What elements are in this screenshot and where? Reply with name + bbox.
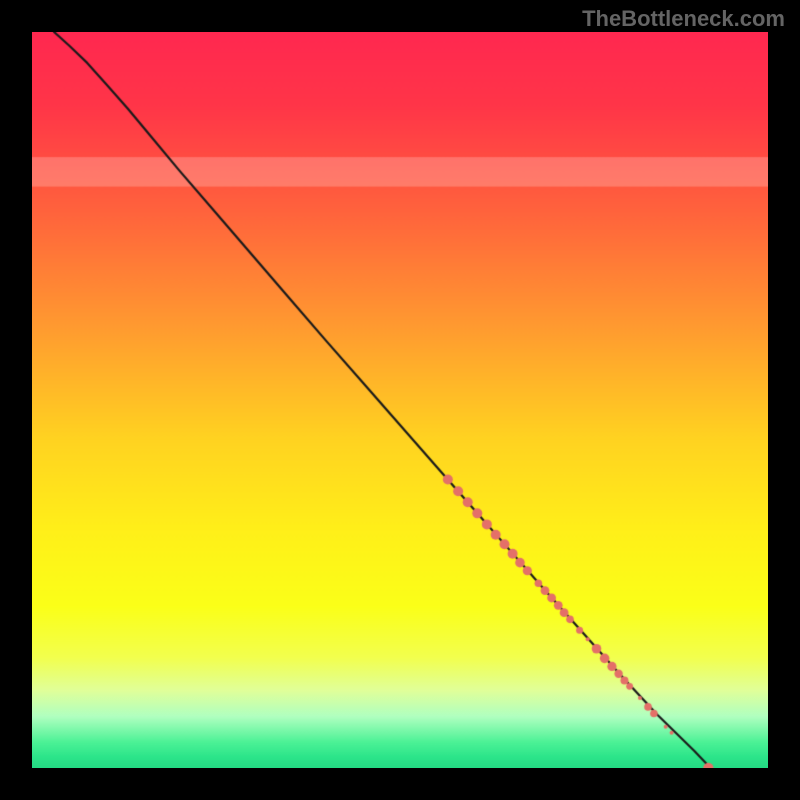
chart-container: TheBottleneck.com bbox=[0, 0, 800, 800]
gradient-plot-canvas bbox=[32, 32, 768, 768]
watermark-text: TheBottleneck.com bbox=[582, 6, 785, 32]
